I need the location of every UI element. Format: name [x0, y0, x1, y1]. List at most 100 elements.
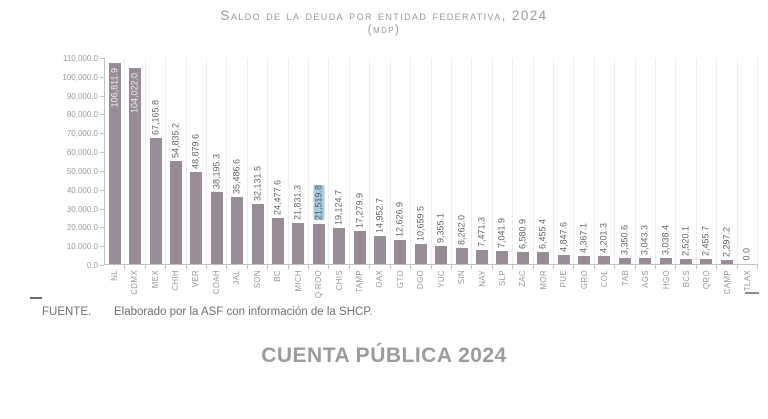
x-category-label: CHIS [334, 270, 344, 291]
x-category-cell: NAY [472, 270, 492, 308]
grid-column: 3,350.6 [615, 58, 636, 269]
x-tick-mark [614, 265, 616, 269]
bar-value-label: 10,659.5 [415, 205, 426, 241]
x-tick-mark [634, 265, 636, 269]
bar [618, 257, 631, 264]
x-category-cell: TAMP [349, 270, 369, 308]
grid-column: 2,520.1 [676, 58, 697, 269]
x-category-cell: HGO [656, 270, 676, 308]
y-tick-label: 100,000.0 [62, 72, 98, 82]
y-tick-label: 10,000.0 [66, 242, 98, 252]
y-axis: 110,000.0 100,000.0 90,000.0 80,000.0 70,000… [28, 54, 98, 270]
x-category-cell: VER [186, 270, 206, 308]
x-category-cell: YUC [431, 270, 451, 308]
x-tick-mark [287, 265, 289, 269]
x-category-cell: AGS [635, 270, 655, 308]
x-category-label: YUC [436, 270, 446, 288]
x-tick-mark [226, 265, 228, 269]
x-tick-mark [267, 265, 269, 269]
grid-column: 48,879.6 [187, 58, 208, 269]
bar-value-label: 24,477.6 [272, 179, 283, 215]
y-tick-mark [100, 265, 104, 266]
grid-column: 9,355.1 [432, 58, 452, 269]
x-tick-mark [675, 265, 677, 269]
x-category-cell: TAB [615, 270, 635, 308]
grid-column: 2,297.2 [717, 58, 738, 269]
y-tick-label: 50,000.0 [66, 166, 98, 176]
bar-value-label: 32,131.5 [252, 165, 263, 201]
x-tick-mark [246, 265, 248, 269]
y-tick-mark [100, 95, 104, 97]
grid-column: 32,131.5 [248, 58, 269, 269]
bar-value-label: 2,297.2 [721, 226, 732, 257]
bar [598, 256, 611, 264]
bar [578, 255, 591, 264]
x-category-label: NAY [477, 270, 487, 287]
x-tick-mark [410, 265, 412, 269]
y-tick-mark [100, 114, 104, 116]
bar [210, 192, 223, 264]
x-category-cell: SIN [451, 270, 471, 308]
y-tick-mark [100, 208, 104, 210]
x-category-label: QRO [702, 270, 712, 290]
y-tick-label: 60,000.0 [66, 148, 98, 158]
bar-value-label: 4,201.3 [598, 223, 609, 254]
grid-column: 12,626.9 [391, 58, 412, 269]
x-category-cell: COL [595, 270, 615, 308]
x-category-label: CDMX [130, 270, 140, 295]
x-tick-mark [695, 265, 697, 269]
x-category-label: COL [600, 270, 610, 288]
chart-subtitle: (mdp) [367, 24, 401, 36]
x-category-cell: CDMX [124, 270, 144, 308]
x-category-cell: NL [104, 270, 124, 308]
bar [190, 172, 203, 264]
y-tick-mark [100, 227, 104, 229]
bar [496, 250, 509, 264]
y-tick-label: 80,000.0 [66, 110, 98, 120]
grid-column: 14,952.7 [370, 58, 391, 269]
x-category-cell: MICH [288, 270, 308, 308]
bar [373, 235, 386, 264]
bar [108, 63, 121, 264]
x-tick-mark [491, 265, 493, 269]
bar-value-label: 21,519.8 [313, 185, 325, 221]
x-category-cell: DGO [411, 270, 431, 308]
x-category-label: BCS [681, 270, 691, 288]
bar-value-label: 4,847.6 [558, 221, 569, 252]
x-tick-mark [471, 265, 473, 269]
grid-column: 17,279.9 [350, 58, 371, 269]
bar [149, 137, 162, 264]
y-tick-mark [100, 58, 104, 59]
grid-column: 4,201.3 [595, 58, 616, 269]
x-category-label: ZAC [518, 270, 528, 287]
bar [414, 243, 427, 264]
grid-column: 3,038.4 [656, 58, 677, 269]
bar-value-label: 2,455.7 [700, 226, 711, 257]
x-category-cell: BCS [676, 270, 696, 308]
x-category-label: AGS [641, 270, 651, 288]
x-category-label: NL [109, 270, 119, 281]
grid-column: 6,580.9 [513, 58, 534, 269]
x-category-cell: CHIH [165, 270, 185, 308]
bar [700, 259, 713, 264]
x-tick-mark [206, 265, 208, 269]
grid-column: 8,262.0 [452, 58, 473, 269]
x-category-cell: SON [247, 270, 267, 308]
x-category-cell: TLAX [738, 270, 758, 308]
bar-value-label: 104,022.0 [129, 73, 140, 114]
x-category-label: PUE [559, 270, 569, 288]
bar-value-label: 12,626.9 [394, 202, 405, 238]
grid-column: 4,367.1 [574, 58, 595, 269]
grid-column: 21,831.3 [289, 58, 310, 269]
bar [129, 68, 142, 264]
bars-container: 106,811.9 104,022.0 67,165.8 54,835.2 48,879… [105, 58, 758, 269]
x-tick-mark [389, 265, 391, 269]
bar [639, 258, 652, 264]
grid-column: 106,811.9 [105, 58, 126, 269]
x-category-label: MEX [150, 270, 160, 289]
x-category-label: Q ROO [314, 270, 324, 299]
x-category-label: MICH [293, 270, 303, 292]
bar-value-label: 2,520.1 [680, 226, 691, 257]
bar-value-label: 3,350.6 [619, 224, 630, 255]
x-tick-mark [654, 265, 656, 269]
